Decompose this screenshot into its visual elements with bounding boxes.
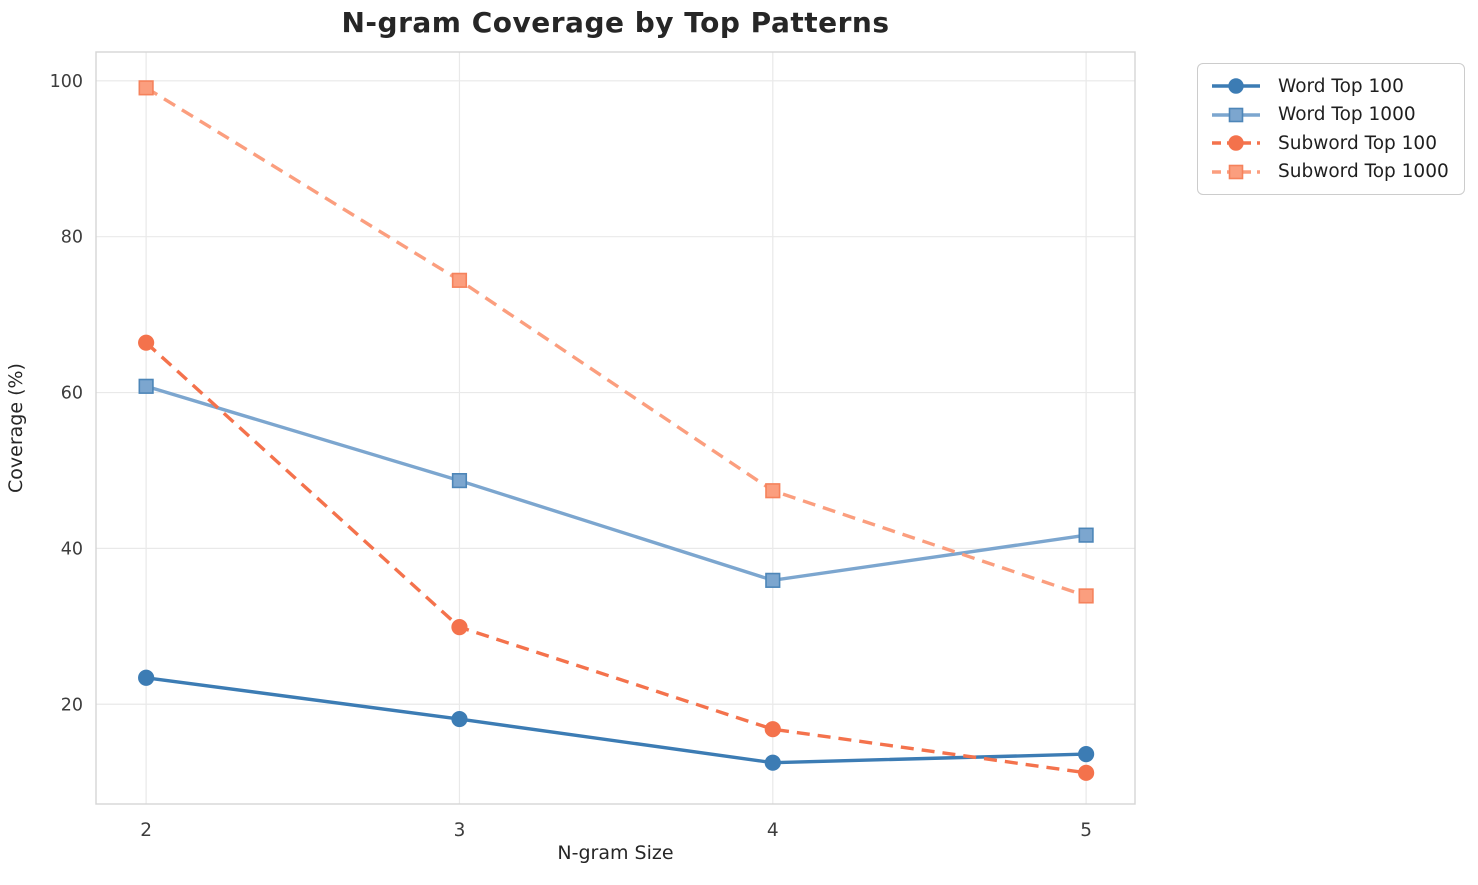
y-tick-label: 40	[61, 539, 83, 559]
data-point	[138, 80, 154, 96]
y-tick-label: 100	[50, 72, 83, 92]
legend-item-word-top-1000: Word Top 1000	[1211, 101, 1449, 130]
data-point	[138, 378, 154, 394]
data-point	[1078, 527, 1094, 543]
data-point	[1078, 746, 1095, 763]
y-tick-labels: 20 40 60 80 100	[50, 72, 83, 715]
data-point	[138, 334, 155, 351]
x-axis-label: N-gram Size	[557, 842, 674, 864]
data-point	[764, 721, 781, 738]
data-point	[451, 473, 468, 489]
legend-label: Subword Top 1000	[1278, 161, 1449, 183]
legend-item-subword-top-100: Subword Top 100	[1211, 129, 1449, 158]
data-point	[138, 669, 155, 686]
legend-swatch-square-icon	[1212, 164, 1260, 180]
y-tick-label: 60	[61, 384, 83, 404]
series-line	[145, 384, 1087, 583]
x-tick-label: 3	[454, 820, 466, 841]
legend-label: Word Top 1000	[1278, 104, 1416, 126]
data-point	[451, 272, 468, 288]
x-tick-label: 4	[767, 820, 779, 841]
axes-border	[95, 51, 1136, 805]
legend-swatch-square-icon	[1212, 107, 1260, 123]
legend-item-word-top-100: Word Top 100	[1211, 72, 1449, 101]
data-point	[451, 710, 468, 728]
series-subword-top-100	[138, 334, 1095, 781]
data-point	[1078, 588, 1094, 604]
x-tick-label: 2	[140, 820, 152, 841]
y-tick-label: 20	[61, 695, 83, 715]
series-word-top-1000	[138, 378, 1094, 588]
legend: Word Top 100 Word Top 1000 Subword Top 100…	[1197, 63, 1465, 195]
legend-label: Subword Top 100	[1278, 132, 1437, 154]
series-line	[145, 676, 1087, 765]
series-line	[145, 86, 1087, 598]
legend-label: Word Top 100	[1278, 75, 1404, 97]
series-line	[144, 341, 1087, 775]
x-tick-label: 5	[1080, 820, 1092, 841]
y-tick-label: 80	[61, 228, 83, 248]
data-point	[1078, 764, 1095, 781]
data-point	[764, 754, 781, 771]
data-point	[765, 483, 781, 499]
legend-swatch-circle-icon	[1212, 78, 1260, 94]
data-point	[765, 572, 781, 588]
legend-item-subword-top-1000: Subword Top 1000	[1211, 158, 1449, 187]
chart-title: N-gram Coverage by Top Patterns	[341, 6, 890, 39]
legend-swatch-circle-icon	[1212, 135, 1260, 151]
series-word-top-100	[138, 669, 1095, 771]
plot-background	[96, 52, 1135, 804]
x-tick-labels: 2 3 4 5	[140, 820, 1092, 841]
data-point	[451, 619, 468, 636]
series-subword-top-1000	[138, 80, 1094, 604]
grid	[96, 52, 1135, 804]
